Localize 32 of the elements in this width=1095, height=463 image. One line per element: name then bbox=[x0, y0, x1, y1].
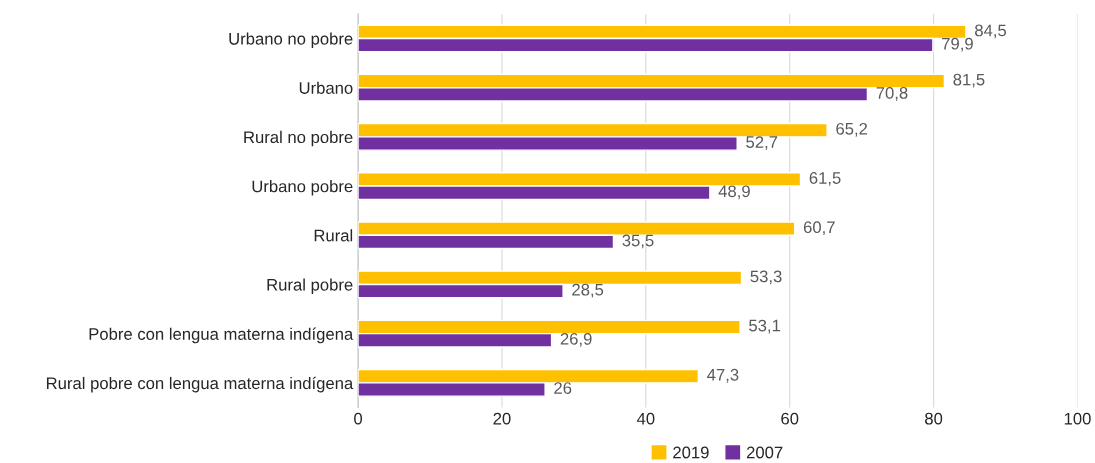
data-label: 28,5 bbox=[572, 283, 604, 298]
data-label: 70,8 bbox=[876, 86, 908, 101]
x-tick-label: 0 bbox=[354, 412, 363, 425]
data-label: 79,9 bbox=[942, 37, 973, 52]
legend-label: 2019 bbox=[673, 446, 709, 459]
data-label: 53,1 bbox=[749, 319, 781, 334]
legend-label: 2007 bbox=[746, 446, 783, 459]
y-tick-label: Urbano no pobre bbox=[229, 32, 353, 48]
data-label: 81,5 bbox=[953, 73, 985, 88]
y-tick-label: Pobre con lengua materna indígena bbox=[89, 327, 354, 344]
data-label: 65,2 bbox=[836, 122, 868, 137]
data-label: 61,5 bbox=[809, 172, 841, 186]
data-label: 60,7 bbox=[803, 221, 835, 236]
y-tick-label: Urbano pobre bbox=[252, 180, 353, 196]
x-tick-label: 60 bbox=[781, 412, 799, 425]
y-tick-label: Rural bbox=[314, 229, 353, 242]
x-tick-label: 100 bbox=[1064, 412, 1091, 425]
data-label: 48,9 bbox=[718, 185, 750, 200]
data-label: 84,5 bbox=[975, 24, 1007, 39]
data-label: 47,3 bbox=[707, 368, 739, 383]
data-label: 26,9 bbox=[560, 332, 592, 347]
y-tick-label: Urbano bbox=[299, 81, 353, 94]
x-tick-label: 20 bbox=[493, 412, 511, 425]
y-tick-label: Rural no pobre bbox=[244, 130, 353, 147]
data-label: 26 bbox=[554, 382, 572, 394]
x-tick-label: 80 bbox=[925, 412, 943, 425]
data-label: 53,3 bbox=[750, 270, 782, 285]
data-label: 35,5 bbox=[622, 234, 654, 249]
x-tick-label: 40 bbox=[636, 412, 655, 425]
y-tick-label: Rural pobre con lengua materna indígena bbox=[46, 376, 354, 393]
y-tick-label: Rural pobre bbox=[267, 278, 353, 294]
data-label: 52,7 bbox=[746, 136, 778, 150]
